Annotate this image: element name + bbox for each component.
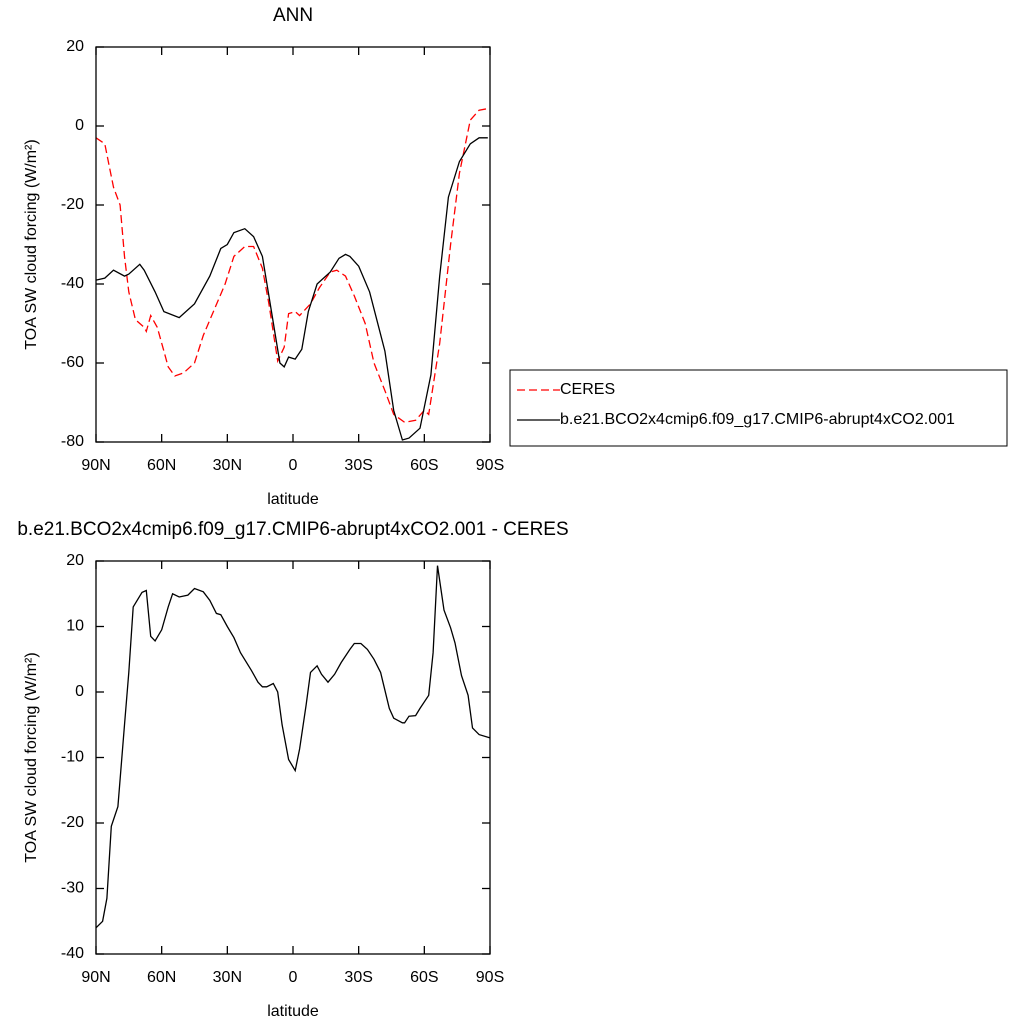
- x-tick-label: 90S: [476, 457, 504, 474]
- y-tick-label: 0: [75, 117, 84, 134]
- chart-title: ANN: [273, 5, 313, 26]
- x-tick-label: 0: [289, 457, 298, 474]
- y-tick-label: -40: [61, 275, 84, 292]
- y-tick-label: -10: [61, 749, 84, 766]
- y-tick-label: -40: [61, 945, 84, 962]
- plot-frame: [95, 46, 491, 443]
- legend-label: b.e21.BCO2x4cmip6.f09_g17.CMIP6-abrupt4x…: [560, 411, 955, 428]
- x-axis-label: latitude: [267, 491, 319, 508]
- x-tick-label: 90N: [81, 969, 110, 986]
- y-tick-label: 0: [75, 683, 84, 700]
- x-tick-label: 30N: [213, 457, 242, 474]
- data-line: [95, 565, 491, 929]
- y-tick-label: -80: [61, 433, 84, 450]
- y-axis-label: TOA SW cloud forcing (W/m²): [23, 139, 40, 349]
- y-tick-label: 10: [66, 618, 84, 635]
- x-tick-label: 90N: [81, 457, 110, 474]
- x-tick-label: 30S: [344, 969, 372, 986]
- y-tick-label: 20: [66, 552, 84, 569]
- data-line: [95, 137, 488, 441]
- x-tick-label: 60S: [410, 969, 438, 986]
- x-tick-label: 0: [289, 969, 298, 986]
- x-tick-label: 60N: [147, 969, 176, 986]
- x-tick-label: 60S: [410, 457, 438, 474]
- x-tick-label: 90S: [476, 969, 504, 986]
- y-axis-label: TOA SW cloud forcing (W/m²): [23, 652, 40, 862]
- x-tick-label: 60N: [147, 457, 176, 474]
- y-tick-label: -30: [61, 880, 84, 897]
- y-tick-label: -20: [61, 814, 84, 831]
- plot-frame: [95, 560, 491, 955]
- x-axis-label: latitude: [267, 1003, 319, 1020]
- y-tick-label: -20: [61, 196, 84, 213]
- legend-box: [509, 369, 1008, 447]
- data-line: [95, 107, 491, 423]
- legend-label: CERES: [560, 381, 615, 398]
- chart-title: b.e21.BCO2x4cmip6.f09_g17.CMIP6-abrupt4x…: [17, 519, 568, 540]
- y-tick-label: -60: [61, 354, 84, 371]
- x-tick-label: 30N: [213, 969, 242, 986]
- y-tick-label: 20: [66, 38, 84, 55]
- x-tick-label: 30S: [344, 457, 372, 474]
